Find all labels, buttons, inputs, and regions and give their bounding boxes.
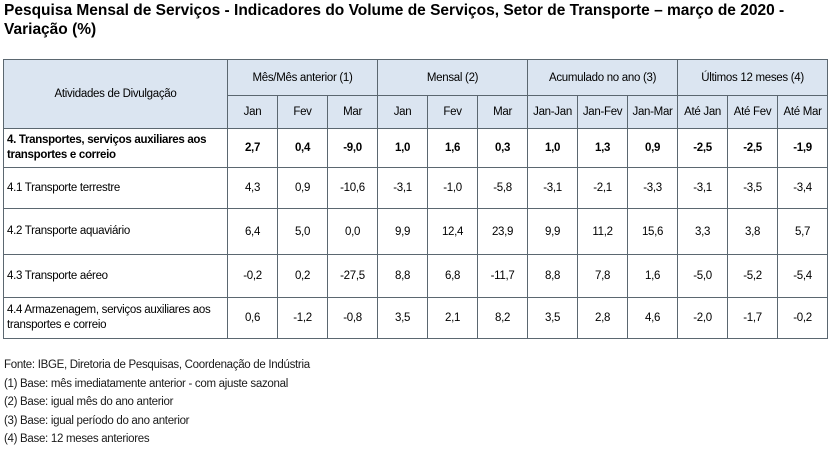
table-cell: 9,9 [377, 208, 429, 255]
table-cell: -1,9 [777, 128, 829, 168]
footnote: (2) Base: igual mês do ano anterior [4, 396, 174, 408]
table-cell: -2,0 [677, 297, 729, 339]
table-cell: 0,0 [326, 208, 379, 255]
table-cell: 0,9 [627, 128, 679, 168]
table-cell: 0,4 [277, 128, 328, 168]
activities-header: Atividades de Divulgação [3, 59, 228, 129]
table-cell: 8,2 [477, 297, 529, 339]
table-cell: 0,9 [277, 167, 328, 209]
row-label: 4. Transportes, serviços auxiliares aos … [3, 128, 228, 168]
table-cell: 6,4 [227, 208, 278, 255]
subheader-row: Jan Fev Mar Jan Fev Mar Jan-Jan Jan-Fev … [4, 95, 829, 129]
table-cell: 3,5 [527, 297, 579, 339]
table-cell: 3,5 [377, 297, 429, 339]
table-cell: 8,8 [527, 254, 579, 298]
table-cell: -2,5 [677, 128, 729, 168]
table-cell: -3,1 [527, 167, 579, 209]
table-cell: -3,3 [627, 167, 679, 209]
group-header: Mês/Mês anterior (1) [226, 59, 379, 96]
table-cell: 0,3 [477, 128, 529, 168]
table-cell: -3,4 [777, 167, 829, 209]
table-cell: -10,6 [326, 167, 379, 209]
column-header: Fev [427, 95, 479, 129]
table-row: 4.3 Transporte aéreo -0,2 0,2 -27,5 8,8 … [3, 254, 829, 298]
table-cell: 6,8 [427, 254, 479, 298]
table-cell: -0,8 [326, 297, 379, 339]
table-cell: -1,2 [277, 297, 328, 339]
column-header: Jan [227, 95, 278, 129]
table-cell: -5,2 [727, 254, 779, 298]
table-cell: 1,3 [577, 128, 629, 168]
table-cell: -27,5 [326, 254, 379, 298]
table-cell: 1,0 [527, 128, 579, 168]
table-cell: 2,7 [227, 128, 278, 168]
table-cell: 11,2 [577, 208, 629, 255]
table-cell: -2,5 [727, 128, 779, 168]
row-label: 4.1 Transporte terrestre [3, 167, 228, 209]
table-cell: -3,1 [377, 167, 429, 209]
table-cell: 15,6 [627, 208, 679, 255]
table-cell: 1,6 [427, 128, 479, 168]
table-cell: -0,2 [227, 254, 278, 298]
table-cell: 2,8 [577, 297, 629, 339]
column-header: Até Jan [677, 95, 729, 129]
services-volume-table: Atividades de Divulgação Mês/Mês anterio… [3, 59, 829, 339]
table-cell: 2,1 [427, 297, 479, 339]
column-header: Jan-Jan [527, 95, 579, 129]
column-header: Mar [477, 95, 529, 129]
column-header: Jan [377, 95, 429, 129]
column-header: Mar [326, 95, 379, 129]
table-row: 4.2 Transporte aquaviário 6,4 5,0 0,0 9,… [3, 208, 829, 255]
table-cell: 9,9 [527, 208, 579, 255]
table-row: 4.1 Transporte terrestre 4,3 0,9 -10,6 -… [3, 167, 829, 209]
table-cell: 5,0 [277, 208, 328, 255]
table-cell: -9,0 [326, 128, 379, 168]
table-row: 4. Transportes, serviços auxiliares aos … [3, 128, 829, 168]
column-header: Jan-Mar [627, 95, 679, 129]
table-cell: -5,4 [777, 254, 829, 298]
table-cell: -3,1 [677, 167, 729, 209]
group-header: Mensal (2) [377, 59, 529, 96]
column-header: Até Mar [777, 95, 829, 129]
table-cell: 8,8 [377, 254, 429, 298]
footnotes: Fonte: IBGE, Diretoria de Pesquisas, Coo… [4, 356, 310, 449]
table-cell: 23,9 [477, 208, 529, 255]
table-cell: 1,6 [627, 254, 679, 298]
footnote: (1) Base: mês imediatamente anterior - c… [4, 377, 288, 390]
table-cell: 1,0 [377, 128, 429, 168]
table-cell: 0,2 [277, 254, 328, 298]
table-cell: -3,5 [727, 167, 779, 209]
footnote: (3) Base: igual período do ano anterior [4, 414, 190, 427]
table-cell: 3,3 [677, 208, 729, 255]
group-header-row: Atividades de Divulgação Mês/Mês anterio… [3, 59, 829, 129]
page-title: Pesquisa Mensal de Serviços - Indicadore… [4, 2, 785, 38]
table-cell: -1,7 [727, 297, 779, 339]
column-header: Fev [277, 95, 328, 129]
footnote: (4) Base: 12 meses anteriores [4, 433, 150, 445]
table-cell: -5,0 [677, 254, 729, 298]
source-note: Fonte: IBGE, Diretoria de Pesquisas, Coo… [4, 359, 310, 371]
row-label: 4.2 Transporte aquaviário [3, 208, 228, 255]
table-row: 4.4 Armazenagem, serviços auxiliares aos… [3, 297, 829, 339]
table-cell: 12,4 [427, 208, 479, 255]
group-header: Acumulado no ano (3) [527, 59, 679, 96]
column-header: Jan-Fev [577, 95, 629, 129]
table-cell: -2,1 [577, 167, 629, 209]
table-cell: -0,2 [777, 297, 829, 339]
table-cell: 5,7 [777, 208, 829, 255]
group-header: Últimos 12 meses (4) [677, 59, 829, 96]
table-cell: 0,6 [227, 297, 278, 339]
table-cell: -11,7 [477, 254, 529, 298]
table-cell: 3,8 [727, 208, 779, 255]
table-cell: 4,6 [627, 297, 679, 339]
table-cell: -1,0 [427, 167, 479, 209]
row-label: 4.3 Transporte aéreo [3, 254, 228, 298]
table-cell: -5,8 [477, 167, 529, 209]
table-cell: 4,3 [227, 167, 278, 209]
table-cell: 7,8 [577, 254, 629, 298]
column-header: Até Fev [727, 95, 779, 129]
row-label: 4.4 Armazenagem, serviços auxiliares aos… [3, 297, 228, 339]
